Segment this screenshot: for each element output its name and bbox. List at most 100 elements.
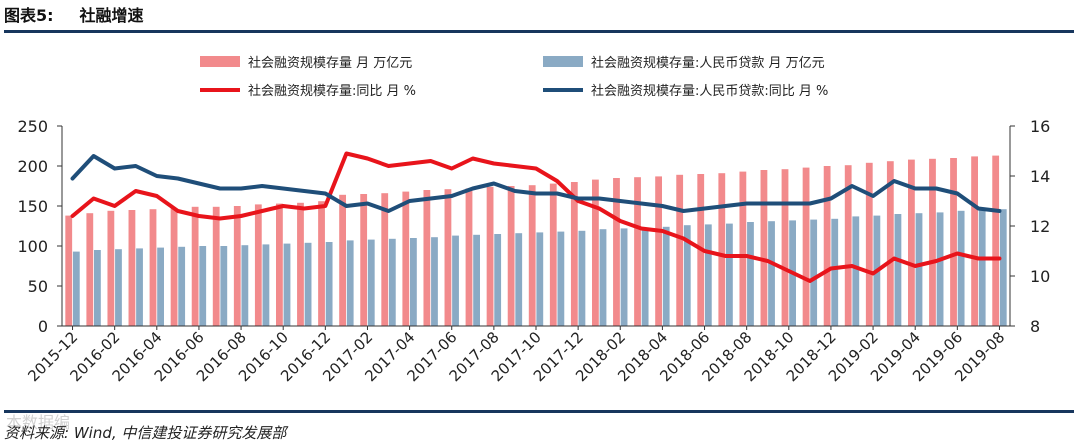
bar-afre-0 [65, 215, 73, 326]
bar-loans-24 [578, 230, 586, 326]
bar-afre-24 [570, 182, 578, 326]
bar-afre-35 [802, 167, 810, 326]
bar-afre-33 [760, 170, 768, 326]
source-note: 资料来源: Wind, 中信建投证券研究发展部 [4, 424, 287, 442]
bar-afre-37 [844, 165, 852, 326]
bar-afre-31 [718, 173, 726, 326]
bar-loans-4 [157, 247, 164, 326]
line-afre-yoy [70, 151, 1002, 283]
bar-loans-20 [494, 234, 502, 326]
bar-afre-41 [929, 158, 936, 326]
bar-loans-32 [747, 222, 754, 326]
y-right-tick-label-2: 12 [1030, 217, 1050, 236]
bar-loans-19 [473, 234, 480, 326]
bar-loans-2 [115, 249, 122, 326]
figure-caption: 社融增速 [79, 6, 144, 25]
bar-loans-42 [957, 210, 965, 326]
figure-title: 图表5: 社融增速 [4, 2, 144, 26]
bar-afre-18 [444, 189, 452, 326]
bar-afre-38 [865, 162, 873, 326]
bar-loans-7 [220, 246, 228, 326]
bar-afre-4 [149, 209, 157, 326]
bar-loans-33 [768, 221, 775, 326]
bar-loans-43 [978, 210, 986, 326]
bar-loans-25 [599, 229, 607, 326]
bar-afre-8 [233, 206, 241, 326]
bar-afre-39 [886, 161, 894, 326]
bar-loans-40 [915, 213, 923, 326]
bar-loans-22 [536, 232, 544, 326]
y-right-tick-label-4: 16 [1030, 117, 1050, 136]
bar-afre-20 [486, 186, 494, 326]
legend-label-3: 社会融资规模存量:人民币贷款:同比 月 % [591, 83, 828, 99]
bar-loans-12 [325, 242, 333, 326]
bar-afre-40 [908, 159, 915, 326]
bar-afre-28 [655, 176, 662, 326]
bar-afre-34 [781, 169, 789, 326]
bar-afre-17 [423, 190, 431, 326]
legend-swatch-1 [543, 56, 583, 67]
bar-loans-1 [94, 250, 101, 326]
bar-afre-43 [971, 156, 978, 326]
y-right-tick-label-1: 10 [1030, 267, 1050, 286]
bottom-rule [4, 410, 1074, 413]
legend-label-0: 社会融资规模存量 月 万亿元 [248, 55, 412, 71]
bar-loans-17 [431, 237, 438, 326]
bar-afre-19 [465, 188, 473, 326]
bar-loans-41 [936, 212, 944, 326]
bar-afre-44 [992, 155, 1000, 326]
bar-afre-5 [170, 208, 178, 326]
bar-loans-5 [178, 246, 186, 326]
figure-number: 图表5: [4, 6, 54, 25]
bar-loans-44 [999, 209, 1007, 326]
bar-loans-8 [241, 245, 249, 326]
bar-afre-32 [739, 171, 747, 326]
bar-loans-39 [894, 214, 902, 326]
bar-afre-15 [381, 193, 389, 326]
bar-loans-16 [410, 238, 417, 326]
bar-afre-36 [823, 166, 831, 326]
bar-loans-30 [704, 224, 712, 326]
bar-afre-1 [86, 213, 94, 326]
bar-afre-14 [360, 194, 368, 326]
bar-loans-11 [304, 242, 312, 326]
bar-loans-10 [283, 243, 291, 326]
bar-loans-37 [852, 216, 860, 326]
bar-afre-26 [613, 178, 620, 326]
bar-loans-14 [367, 239, 375, 326]
y-left-tick-label-5: 250 [17, 117, 48, 136]
line-loans-yoy [70, 154, 1002, 213]
bar-afre-11 [297, 202, 304, 326]
bar-afre-16 [402, 191, 410, 326]
bar-loans-13 [346, 240, 354, 326]
bar-loans-35 [810, 219, 818, 326]
bar-afre-10 [276, 203, 283, 326]
bar-afre-7 [212, 206, 220, 326]
bar-loans-23 [557, 231, 565, 326]
y-left-tick-label-0: 0 [38, 317, 48, 336]
legend-swatch-0 [200, 56, 240, 67]
bar-loans-9 [262, 244, 270, 326]
bar-afre-13 [339, 194, 346, 326]
y-left-tick-label-2: 100 [17, 237, 48, 256]
bar-afre-23 [549, 183, 557, 326]
bar-loans-6 [199, 246, 207, 326]
chart: 社会融资规模存量 月 万亿元 社会融资规模存量:人民币贷款 月 万亿元社会融资规模… [17, 55, 1050, 385]
bar-loans-27 [641, 227, 649, 326]
bar-loans-36 [831, 218, 839, 326]
bar-afre-21 [507, 186, 515, 326]
bar-loans-3 [136, 248, 143, 326]
y-right-tick-label-0: 8 [1030, 317, 1040, 336]
bar-loans-31 [726, 223, 733, 326]
bar-afre-42 [950, 158, 957, 326]
bar-loans-15 [388, 238, 396, 326]
bar-loans-29 [683, 225, 691, 326]
y-left-tick-label-4: 200 [17, 157, 48, 176]
bar-loans-26 [620, 228, 628, 326]
bar-loans-18 [452, 235, 459, 326]
legend-label-2: 社会融资规模存量:同比 月 % [248, 83, 416, 99]
y-left-tick-label-1: 50 [28, 277, 48, 296]
bar-afre-6 [191, 206, 199, 326]
top-rule [4, 30, 1074, 33]
bar-loans-21 [515, 233, 523, 326]
